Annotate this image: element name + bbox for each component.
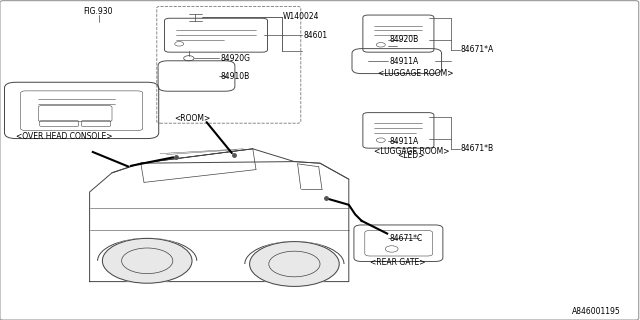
- Text: 84671*A: 84671*A: [461, 45, 494, 54]
- Text: A846001195: A846001195: [572, 308, 621, 316]
- Text: 84911A: 84911A: [390, 57, 419, 66]
- Text: 84601: 84601: [303, 31, 328, 40]
- Text: <LUGGAGE ROOM>: <LUGGAGE ROOM>: [378, 69, 453, 78]
- Circle shape: [102, 238, 192, 283]
- Text: 84910B: 84910B: [220, 72, 250, 81]
- Text: 84671*C: 84671*C: [390, 234, 423, 243]
- Text: FIG.930: FIG.930: [83, 7, 113, 16]
- Text: 84911A: 84911A: [390, 137, 419, 146]
- Circle shape: [250, 242, 339, 286]
- Text: W140024: W140024: [283, 12, 319, 21]
- Text: 84920B: 84920B: [390, 36, 419, 44]
- Text: <REAR GATE>: <REAR GATE>: [370, 258, 426, 267]
- Text: <ROOM>: <ROOM>: [174, 114, 210, 123]
- Text: <LED>: <LED>: [397, 151, 424, 160]
- Text: 84671*B: 84671*B: [461, 144, 494, 153]
- Text: <OVER HEAD CONSOLE>: <OVER HEAD CONSOLE>: [16, 132, 113, 141]
- Text: <LUGGAGE ROOM>: <LUGGAGE ROOM>: [374, 147, 450, 156]
- Text: 84920G: 84920G: [220, 54, 250, 63]
